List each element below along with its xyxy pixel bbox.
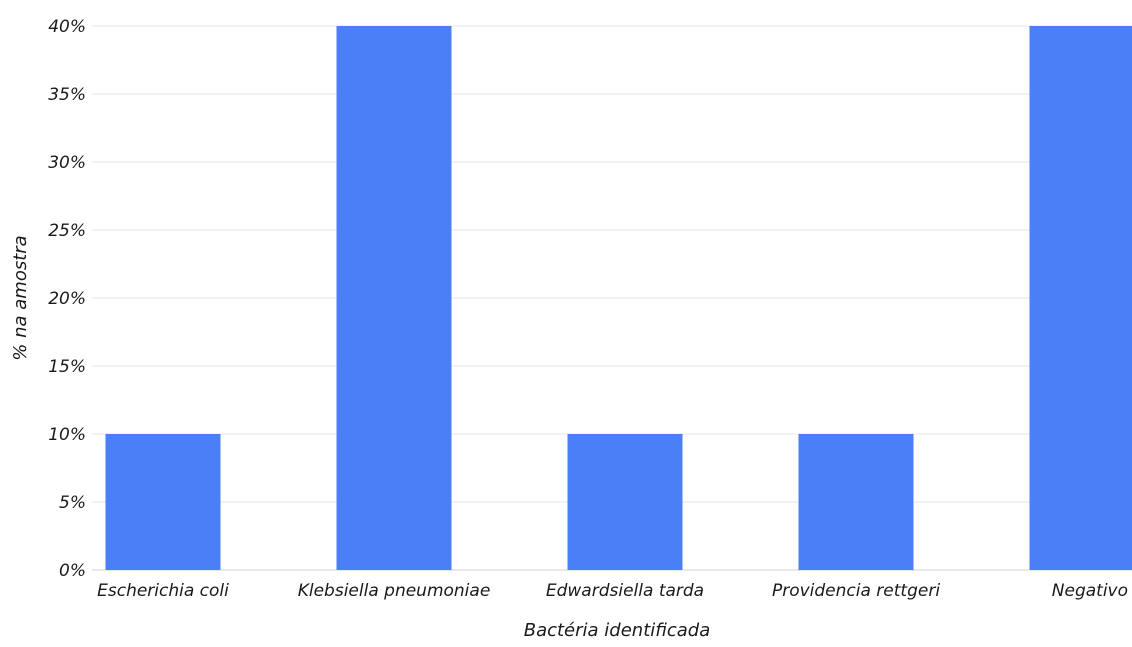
y-tick-label: 0% [59, 561, 86, 581]
y-tick-label: 10% [48, 425, 86, 445]
y-tick-label: 15% [48, 357, 86, 377]
y-tick-label: 20% [48, 289, 86, 309]
y-tick-label: 35% [48, 85, 86, 105]
x-tick-label: Edwardsiella tarda [546, 581, 704, 601]
bar [1030, 26, 1132, 570]
x-tick-label: Providencia rettgeri [772, 581, 940, 601]
x-axis-ticks: Escherichia coli Klebsiella pneumoniae Edw… [97, 581, 1128, 601]
y-tick-label: 40% [48, 17, 86, 37]
bar [568, 434, 683, 570]
y-tick-label: 5% [59, 493, 86, 513]
x-tick-label: Negativo [1052, 581, 1128, 601]
y-axis-title: % na amostra [10, 235, 31, 360]
y-axis-ticks: 0% 5% 10% 15% 20% 25% 30% 35% 40% [48, 17, 86, 581]
y-tick-label: 25% [48, 221, 86, 241]
bar [106, 434, 221, 570]
x-tick-label: Escherichia coli [97, 581, 229, 601]
y-tick-label: 30% [48, 153, 86, 173]
bar [799, 434, 914, 570]
x-axis-title: Bactéria identificada [524, 620, 711, 641]
bar [337, 26, 452, 570]
x-tick-label: Klebsiella pneumoniae [298, 581, 491, 601]
